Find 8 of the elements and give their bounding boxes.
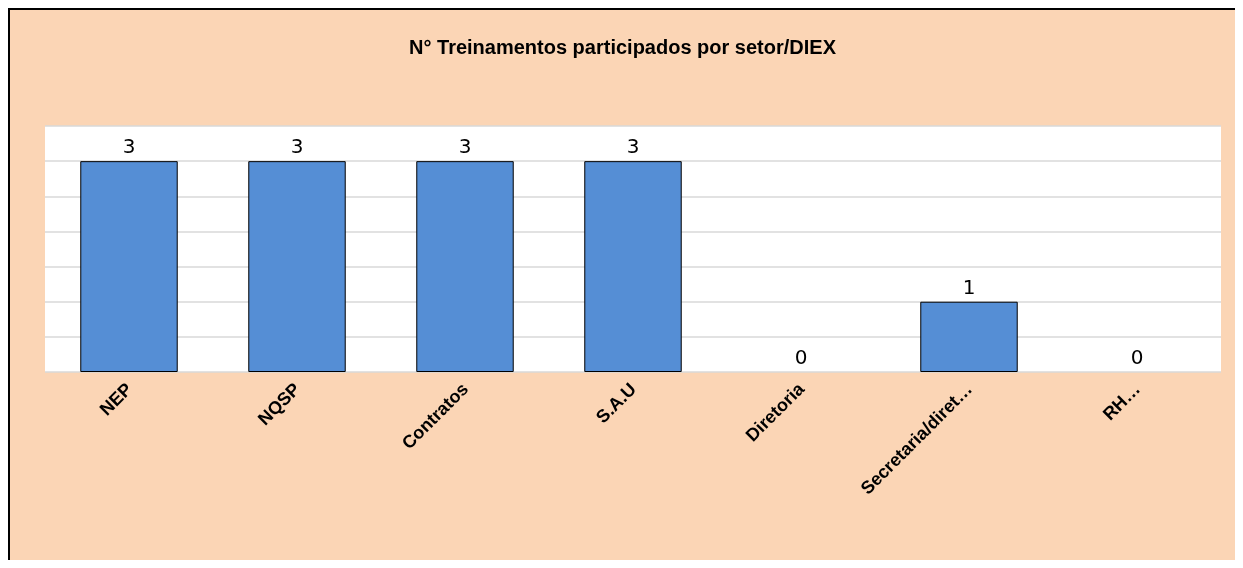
data-label: 3 [290, 134, 304, 159]
data-label: 3 [122, 134, 136, 159]
data-label: 1 [962, 274, 976, 299]
data-label: 0 [1130, 345, 1144, 369]
data-label: 0 [794, 345, 808, 369]
chart-title: N° Treinamentos participados por setor/DIEX [409, 36, 837, 58]
data-label: 3 [626, 134, 640, 159]
data-label: 3 [458, 134, 472, 159]
